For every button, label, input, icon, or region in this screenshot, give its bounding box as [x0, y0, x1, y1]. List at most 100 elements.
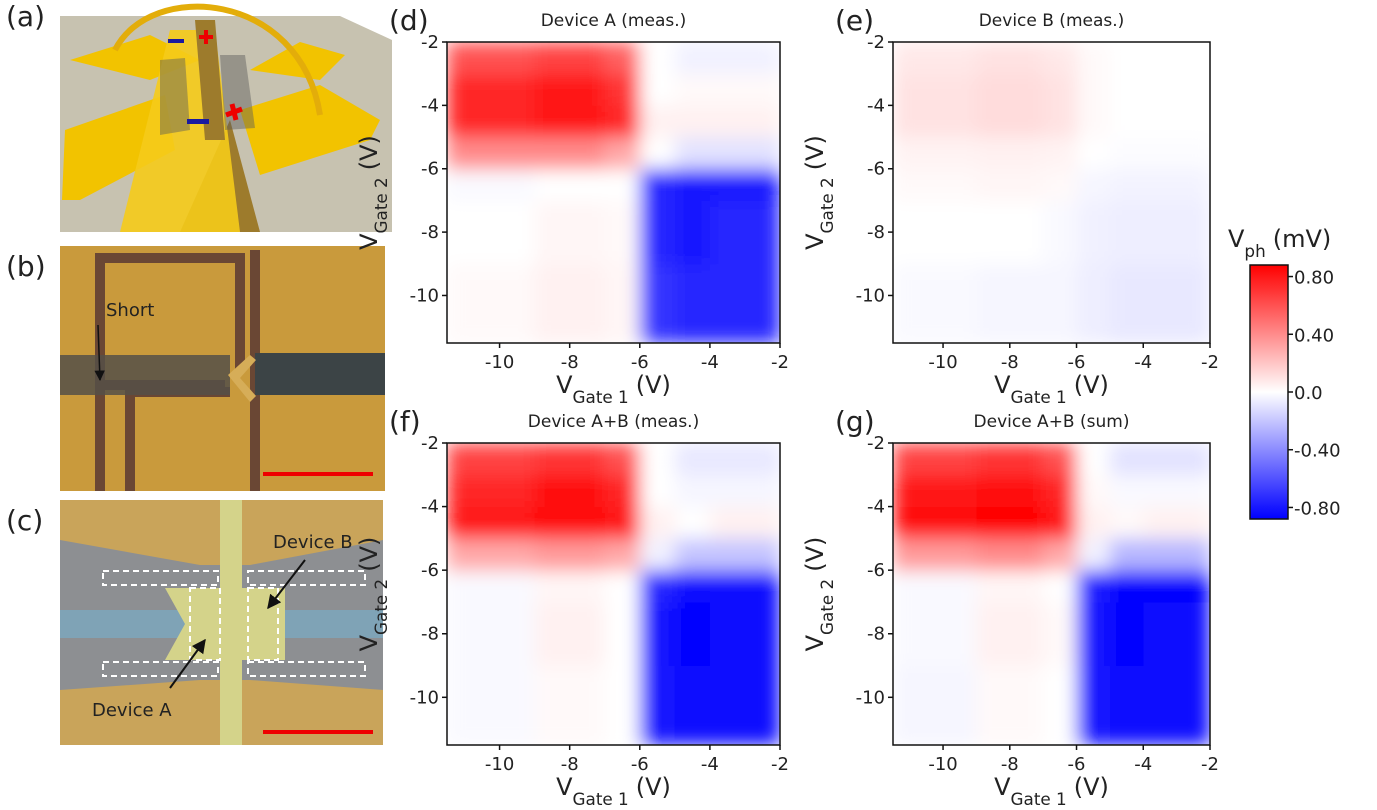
y-tick-label: -8 [421, 624, 439, 645]
heat-cell [675, 137, 711, 169]
heat-cell [675, 666, 711, 746]
figure: (a) (b) (c) Short Device B Device A -10-… [0, 0, 1377, 806]
heat-cell [1043, 538, 1077, 570]
y-tick-label: -6 [421, 159, 439, 180]
heat-cell [535, 105, 606, 137]
x-tick-label: -10 [485, 754, 514, 775]
label-main: V [556, 773, 573, 801]
heat-cell [1077, 169, 1111, 201]
heat-cell [675, 105, 711, 137]
label-unit: (V) [801, 135, 829, 170]
label-sub: ph [1244, 241, 1265, 261]
heat-cell [535, 507, 606, 539]
heat-cell [893, 475, 977, 507]
heat-cell [605, 74, 641, 106]
heat-cell [605, 137, 641, 169]
heat-cell [1077, 538, 1111, 570]
heat-cell [976, 602, 1043, 666]
heat-cell [893, 74, 977, 106]
heat-cell [710, 169, 781, 201]
heat-cell [1110, 137, 1144, 169]
label-unit: (V) [1074, 773, 1109, 801]
heat-cell [1077, 264, 1111, 344]
heat-cell [447, 74, 535, 106]
y-tick-label: -8 [421, 222, 439, 243]
heat-cell [675, 570, 711, 602]
heat-cell [1043, 137, 1077, 169]
y-axis-label: VGate 2(V) [801, 537, 837, 652]
heat-cell [1077, 602, 1111, 666]
heat-cell [605, 666, 641, 746]
x-axis-label: VGate 1(V) [556, 773, 671, 806]
heat-cell [1110, 105, 1144, 137]
x-tick-label: -6 [1068, 754, 1086, 775]
x-axis-label: VGate 1(V) [994, 773, 1109, 806]
colorbar-tick-label: -0.80 [1294, 498, 1341, 519]
heat-cell [1043, 666, 1077, 746]
chart-title: Device B (meas.) [979, 11, 1125, 31]
heat-cell [640, 570, 676, 602]
heat-cell [710, 443, 781, 475]
heat-cell [893, 200, 977, 264]
heat-cell [1077, 475, 1111, 507]
label-unit: (V) [801, 537, 829, 572]
heat-cell [535, 200, 606, 264]
heat-cell [675, 169, 711, 201]
heat-cell [976, 137, 1043, 169]
heat-cell [640, 74, 676, 106]
heat-cell [1143, 666, 1210, 746]
illustration-a [60, 7, 392, 232]
y-tick-label: -10 [410, 285, 439, 306]
heat-cell [1043, 443, 1077, 475]
heat-cell [710, 570, 781, 602]
x-tick-label: -4 [701, 352, 719, 373]
heat-cell [605, 570, 641, 602]
heat-cell [1110, 42, 1144, 74]
heat-cell [605, 475, 641, 507]
heat-cell [1143, 42, 1210, 74]
x-tick-label: -10 [485, 352, 514, 373]
y-axis-label: VGate 2(V) [801, 135, 837, 250]
x-tick-label: -8 [561, 754, 579, 775]
y-tick-label: -10 [410, 687, 439, 708]
x-tick-label: -2 [771, 352, 789, 373]
heat-cell [1043, 74, 1077, 106]
x-tick-label: -6 [631, 352, 649, 373]
heat-cell [1110, 538, 1144, 570]
heat-cell [710, 264, 781, 344]
heat-cell [976, 443, 1043, 475]
heat-cell [976, 169, 1043, 201]
heat-cell [893, 666, 977, 746]
x-tick-label: -6 [631, 754, 649, 775]
heat-cell [605, 42, 641, 74]
y-tick-label: -8 [867, 222, 885, 243]
panel-label: (f) [389, 405, 421, 438]
x-tick-label: -2 [771, 754, 789, 775]
panel-label: (e) [835, 4, 874, 37]
y-tick-label: -4 [867, 95, 885, 116]
heat-cell [976, 105, 1043, 137]
heatmap [447, 42, 781, 344]
heat-cell [605, 507, 641, 539]
y-tick-label: -4 [867, 497, 885, 518]
panel-label: (c) [6, 504, 43, 537]
heat-cell [675, 42, 711, 74]
heat-cell [1077, 570, 1111, 602]
x-tick-label: -6 [1068, 352, 1086, 373]
heat-cell [1143, 74, 1210, 106]
heat-cell [1077, 42, 1111, 74]
heat-cell [640, 475, 676, 507]
heat-cell [535, 169, 606, 201]
heatmap [893, 443, 1211, 746]
heat-cell [710, 538, 781, 570]
image-label: Short [106, 300, 154, 321]
y-tick-label: -2 [421, 433, 439, 454]
heat-cell [1143, 105, 1210, 137]
heat-cell [675, 264, 711, 344]
heat-cell [1143, 570, 1210, 602]
heat-cell [710, 42, 781, 74]
heat-cell [447, 443, 535, 475]
heat-cell [535, 475, 606, 507]
heat-cell [605, 200, 641, 264]
heat-cell [976, 507, 1043, 539]
